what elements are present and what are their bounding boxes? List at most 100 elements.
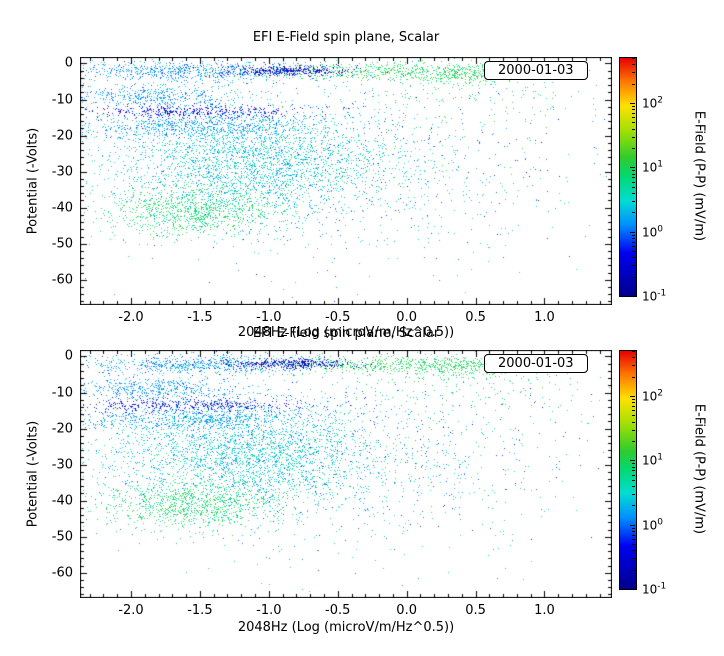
colorbar-minor-tick: [632, 113, 635, 114]
y-tick-label: -50: [51, 529, 73, 545]
colorbar-major-tick: [630, 167, 635, 168]
y-tick-label: -10: [51, 92, 73, 108]
colorbar-minor-tick: [632, 257, 635, 258]
colorbar-minor-tick: [632, 84, 635, 85]
bottom-y-axis-label: Potential (-Volts): [25, 420, 41, 528]
colorbar-minor-tick: [632, 544, 635, 545]
y-tick-label: 0: [64, 348, 73, 364]
colorbar-minor-tick: [632, 430, 635, 431]
colorbar-minor-tick: [632, 399, 635, 400]
colorbar-minor-tick: [632, 470, 635, 471]
x-tick-label: -1.5: [187, 310, 213, 325]
colorbar-minor-tick: [632, 235, 635, 236]
colorbar-tick-label: 100: [642, 517, 664, 533]
colorbar-minor-tick: [632, 531, 635, 532]
y-tick-label: -40: [51, 200, 73, 216]
colorbar-minor-tick: [632, 277, 635, 278]
top-x-axis-label: 2048Hz (Log (microV/m/Hz^0.5)): [237, 325, 455, 340]
y-tick-label: 0: [64, 55, 73, 71]
colorbar-minor-tick: [632, 558, 635, 559]
top-y-axis-label: Potential (-Volts): [25, 127, 41, 235]
colorbar-minor-tick: [632, 550, 635, 551]
x-tick-label: -0.5: [325, 603, 351, 618]
colorbar-minor-tick: [632, 377, 635, 378]
x-tick-label: -1.5: [187, 603, 213, 618]
x-tick-label: 0.5: [465, 603, 486, 618]
colorbar-minor-tick: [632, 174, 635, 175]
colorbar-minor-tick: [632, 406, 635, 407]
y-tick-label: -30: [51, 164, 73, 180]
x-tick-label: -2.0: [118, 310, 144, 325]
colorbar-minor-tick: [632, 463, 635, 464]
colorbar-minor-tick: [632, 212, 635, 213]
y-tick-label: -20: [51, 128, 73, 144]
colorbar-minor-tick: [632, 109, 635, 110]
colorbar-minor-tick: [632, 410, 635, 411]
colorbar-minor-tick: [632, 148, 635, 149]
colorbar-tick-label: 10-1: [642, 581, 667, 597]
colorbar-minor-tick: [632, 193, 635, 194]
colorbar-minor-tick: [632, 528, 635, 529]
colorbar-minor-tick: [632, 201, 635, 202]
bottom-date-label: 2000-01-03: [484, 354, 588, 373]
x-tick-label: -1.0: [256, 310, 282, 325]
colorbar-minor-tick: [632, 365, 635, 366]
colorbar-minor-tick: [632, 357, 635, 358]
y-tick-label: -40: [51, 493, 73, 509]
colorbar-minor-tick: [632, 187, 635, 188]
colorbar-minor-tick: [632, 505, 635, 506]
colorbar-minor-tick: [632, 441, 635, 442]
colorbar-major-tick: [630, 525, 635, 526]
colorbar-tick-label: 102: [642, 388, 664, 404]
colorbar-minor-tick: [632, 242, 635, 243]
colorbar-minor-tick: [632, 535, 635, 536]
colorbar-major-tick: [630, 589, 635, 590]
top-panel-title: EFI E-Field spin plane, Scalar: [252, 30, 440, 45]
colorbar-minor-tick: [632, 251, 635, 252]
colorbar-minor-tick: [632, 475, 635, 476]
colorbar-minor-tick: [632, 106, 635, 107]
bottom-x-axis-label: 2048Hz (Log (microV/m/Hz^0.5)): [237, 620, 455, 635]
top-scatter-plot: [80, 57, 612, 305]
bottom-colorbar-label: E-Field (P-P) (mV/m): [691, 403, 707, 535]
bottom-scatter-plot: [80, 350, 612, 598]
colorbar-minor-tick: [632, 415, 635, 416]
colorbar-minor-tick: [632, 246, 635, 247]
colorbar-minor-tick: [632, 117, 635, 118]
x-tick-label: 1.0: [534, 310, 555, 325]
y-tick-label: -50: [51, 236, 73, 252]
colorbar-minor-tick: [632, 129, 635, 130]
x-tick-label: -0.5: [325, 310, 351, 325]
colorbar-minor-tick: [632, 182, 635, 183]
bottom-panel-title: EFI E-Field spin plane, Scalar: [252, 326, 440, 341]
colorbar-minor-tick: [632, 238, 635, 239]
colorbar-tick-label: 101: [642, 452, 664, 468]
colorbar-minor-tick: [632, 351, 635, 352]
colorbar-major-tick: [630, 460, 635, 461]
y-tick-label: -10: [51, 385, 73, 401]
colorbar-major-tick: [630, 396, 635, 397]
colorbar-minor-tick: [632, 422, 635, 423]
colorbar-minor-tick: [632, 137, 635, 138]
colorbar-major-tick: [630, 103, 635, 104]
x-tick-label: 0.0: [396, 310, 417, 325]
colorbar-minor-tick: [632, 467, 635, 468]
colorbar-minor-tick: [632, 402, 635, 403]
colorbar-minor-tick: [632, 170, 635, 171]
colorbar-minor-tick: [632, 570, 635, 571]
colorbar-minor-tick: [632, 122, 635, 123]
colorbar-tick-label: 101: [642, 159, 664, 175]
x-tick-label: 0.5: [465, 310, 486, 325]
colorbar-minor-tick: [632, 265, 635, 266]
colorbar-minor-tick: [632, 72, 635, 73]
top-date-label: 2000-01-03: [484, 61, 588, 80]
colorbar-minor-tick: [632, 480, 635, 481]
y-tick-label: -30: [51, 457, 73, 473]
colorbar-tick-label: 100: [642, 224, 664, 240]
colorbar-minor-tick: [632, 486, 635, 487]
x-tick-label: 0.0: [396, 603, 417, 618]
colorbar-minor-tick: [632, 539, 635, 540]
x-tick-label: -1.0: [256, 603, 282, 618]
y-tick-label: -60: [51, 272, 73, 288]
